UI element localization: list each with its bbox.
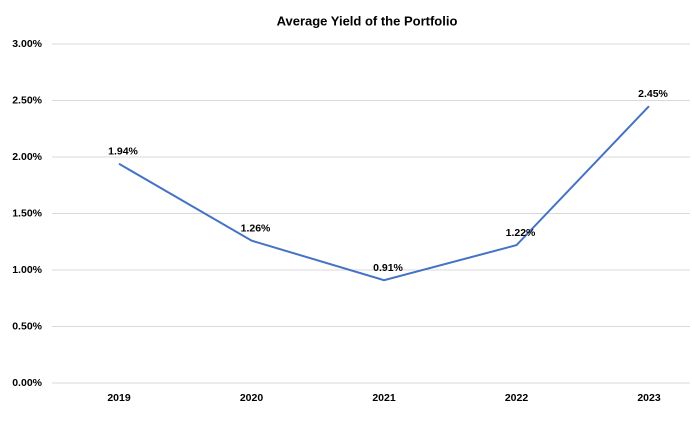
x-tick-label: 2022 [505, 392, 529, 404]
y-tick-label: 0.00% [12, 377, 42, 389]
y-tick-label: 1.00% [12, 264, 42, 276]
data-label: 0.91% [373, 262, 403, 274]
data-line [118, 105, 650, 282]
y-tick-label: 3.00% [12, 38, 42, 50]
x-tick-label: 2019 [107, 392, 131, 404]
x-tick-label: 2021 [372, 392, 396, 404]
y-tick-label: 1.50% [12, 207, 42, 219]
x-tick-label: 2023 [637, 392, 661, 404]
y-tick-label: 2.00% [12, 151, 42, 163]
chart-title: Average Yield of the Portfolio [277, 13, 458, 28]
data-label: 1.94% [108, 146, 138, 158]
y-tick-label: 0.50% [12, 320, 42, 332]
data-label: 1.22% [506, 227, 536, 239]
data-label: 2.45% [638, 88, 668, 100]
data-label: 1.26% [241, 222, 271, 234]
y-tick-label: 2.50% [12, 94, 42, 106]
x-tick-label: 2020 [240, 392, 264, 404]
